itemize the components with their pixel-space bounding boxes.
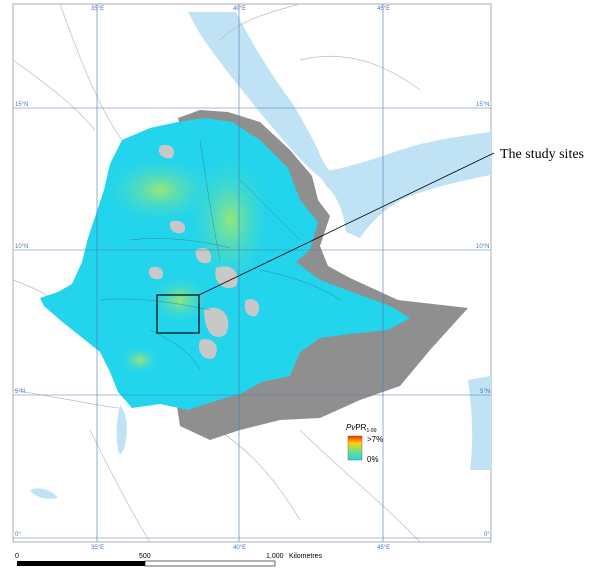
highland-patches: [148, 144, 260, 359]
lat-label: 0°: [15, 532, 21, 538]
risk-patch: [120, 344, 160, 376]
callout-line: [198, 152, 495, 296]
lake-turkana: [116, 405, 127, 454]
indian-ocean: [468, 376, 491, 470]
lat-label: 10°N: [476, 244, 489, 250]
lake-small: [30, 488, 58, 499]
gulf-of-aden: [318, 132, 491, 238]
scale-tick-500: 500: [139, 553, 151, 560]
admin-boundaries: [99, 139, 341, 371]
lon-label: 40°E: [233, 545, 246, 551]
scale-bar-black: [17, 561, 145, 566]
study-site-box[interactable]: [156, 294, 200, 334]
lat-label: 5°N: [15, 389, 25, 395]
legend-title-main: Pv: [346, 423, 356, 432]
legend: PvPR1-99 >7% 0%: [346, 423, 383, 464]
scale-tick-1000: 1,000: [266, 553, 284, 560]
legend-title-rest: PR: [355, 423, 366, 432]
legend-title-sub: 1-99: [366, 428, 376, 434]
scale-bar-white: [144, 560, 276, 567]
lat-label: 15°N: [476, 102, 489, 108]
scale-bar: 0 500 1,000 Kilometres: [15, 553, 323, 567]
risk-patch: [148, 274, 212, 326]
lat-label: 10°N: [15, 244, 28, 250]
lat-label: 15°N: [15, 102, 28, 108]
legend-high-label: >7%: [367, 435, 383, 444]
lon-label: 35°E: [91, 545, 104, 551]
lat-label: 5°N: [480, 389, 490, 395]
graticule: [13, 4, 491, 542]
legend-title: PvPR1-99: [346, 423, 377, 434]
legend-colorbar: [347, 435, 363, 461]
scale-unit: Kilometres: [289, 553, 323, 560]
lon-label: 45°E: [377, 6, 390, 12]
red-sea: [188, 12, 336, 186]
scale-tick-0: 0: [15, 553, 19, 560]
lon-label: 40°E: [233, 6, 246, 12]
lon-label: 45°E: [377, 545, 390, 551]
callout-label: The study sites: [500, 147, 584, 162]
lat-label: 0°: [484, 532, 490, 538]
legend-low-label: 0%: [367, 455, 379, 464]
lon-label: 35°E: [91, 6, 104, 12]
